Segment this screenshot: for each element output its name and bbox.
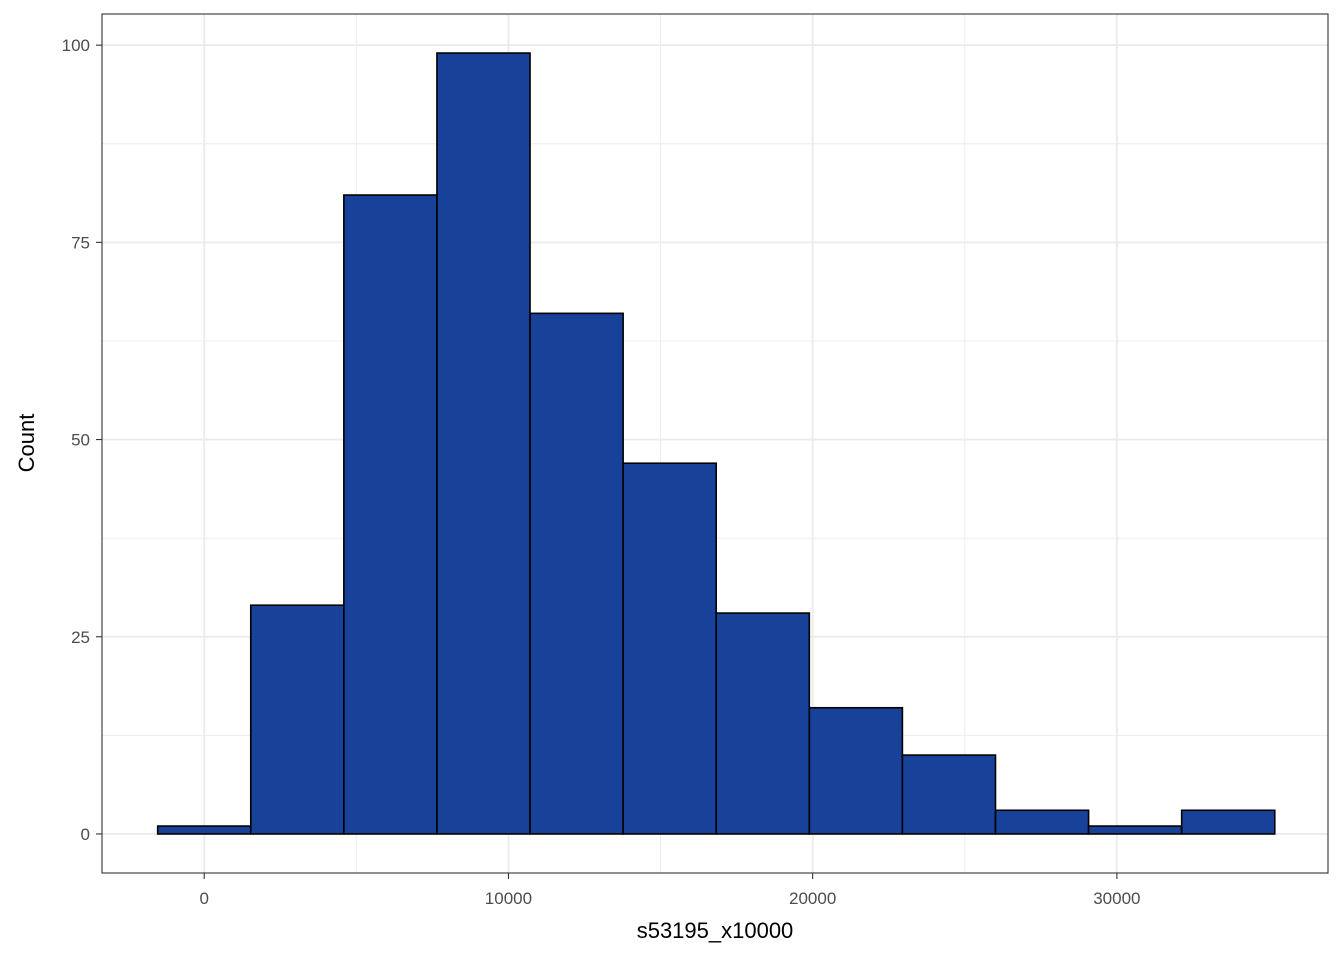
x-axis: 0 10000 20000 30000 (199, 873, 1141, 908)
histogram-bar (436, 52, 531, 835)
histogram-bar (249, 604, 345, 835)
y-tick-label: 25 (71, 628, 90, 647)
histogram-bar (901, 754, 997, 835)
y-tick-label: 100 (62, 36, 90, 55)
x-tick-label: 30000 (1093, 889, 1140, 908)
histogram-bar (1180, 809, 1276, 835)
histogram-bar (715, 612, 811, 835)
x-tick-label: 10000 (485, 889, 532, 908)
histogram-bar (343, 194, 438, 835)
x-tick-label: 0 (199, 889, 208, 908)
histogram-bar (622, 462, 718, 835)
y-axis: 0 25 50 75 100 (62, 36, 102, 844)
histogram-bars (156, 52, 1276, 835)
y-axis-title: Count (14, 414, 39, 473)
panel-border (101, 13, 1329, 874)
y-tick-label: 50 (71, 431, 90, 450)
x-axis-title: s53195_x10000 (637, 918, 794, 943)
histogram-bar (808, 706, 904, 835)
histogram-bar (156, 825, 252, 835)
x-tick-label: 20000 (789, 889, 836, 908)
histogram-bar (994, 809, 1090, 835)
y-tick-label: 75 (71, 233, 90, 252)
histogram-bar (529, 312, 624, 835)
histogram-bar (1087, 825, 1183, 835)
y-tick-label: 0 (81, 825, 90, 844)
